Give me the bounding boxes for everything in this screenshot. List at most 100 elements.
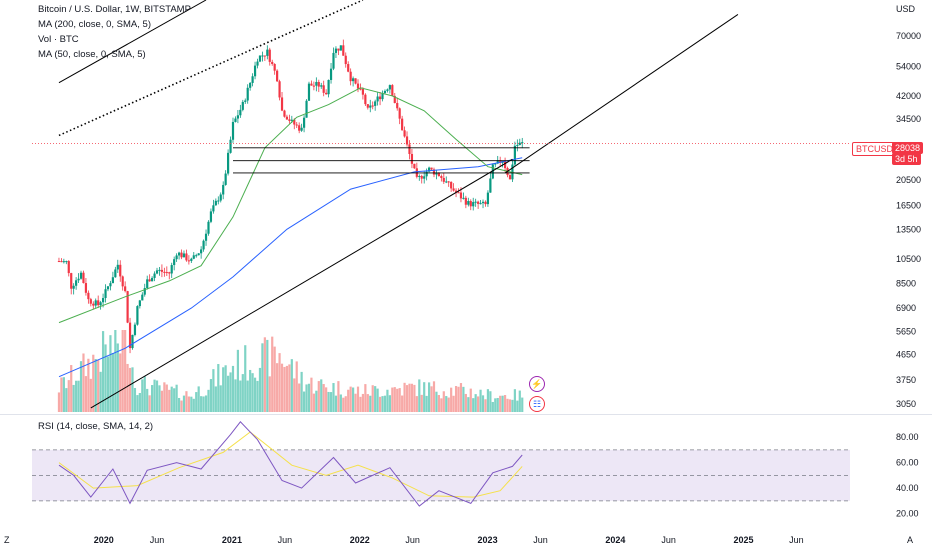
candle-body bbox=[214, 200, 217, 206]
candle-body bbox=[89, 299, 92, 304]
candle-body bbox=[285, 116, 289, 120]
volume-bar bbox=[472, 398, 475, 412]
volume-bar bbox=[231, 365, 235, 412]
volume-bar bbox=[499, 395, 502, 412]
candle-body bbox=[477, 201, 480, 204]
candle-body bbox=[344, 55, 347, 65]
volume-bar bbox=[342, 397, 345, 412]
candle-body bbox=[195, 255, 198, 257]
candle-body bbox=[496, 160, 499, 164]
volume-bar bbox=[236, 349, 240, 412]
volume-bar bbox=[290, 359, 293, 412]
lightning-event-icon[interactable]: ⚡ bbox=[529, 376, 545, 392]
trendline bbox=[58, 0, 207, 84]
volume-bar bbox=[92, 354, 95, 412]
volume-bar bbox=[87, 358, 90, 412]
volume-bar bbox=[516, 400, 519, 412]
candle-body bbox=[352, 78, 355, 82]
candle-body bbox=[170, 265, 173, 274]
volume-bar bbox=[249, 369, 252, 412]
volume-bar bbox=[258, 367, 262, 412]
price-tick-label: 16500 bbox=[896, 201, 921, 211]
volume-bar bbox=[133, 387, 137, 412]
candle-body bbox=[278, 81, 281, 98]
volume-bar bbox=[246, 380, 249, 412]
flag-event-icon[interactable]: ☷ bbox=[529, 396, 545, 412]
volume-bar bbox=[114, 330, 117, 412]
candle-body bbox=[222, 184, 225, 195]
auto-scale-button[interactable]: A bbox=[907, 535, 914, 545]
candle-body bbox=[256, 61, 259, 66]
time-tick-label: 2023 bbox=[478, 535, 498, 545]
candle-body bbox=[119, 264, 122, 277]
volume-bar bbox=[197, 386, 200, 412]
volume-bar bbox=[141, 379, 144, 412]
volume-bar bbox=[180, 400, 183, 412]
price-tick-label: 13500 bbox=[896, 224, 921, 234]
volume-bar bbox=[447, 397, 450, 412]
volume-bar bbox=[160, 390, 164, 412]
candle-body bbox=[329, 68, 333, 80]
candle-body bbox=[276, 70, 279, 82]
time-tick-label: 2021 bbox=[222, 535, 242, 545]
candle-body bbox=[459, 192, 463, 199]
volume-bar bbox=[94, 359, 97, 412]
volume-bar bbox=[454, 385, 458, 412]
candle-body bbox=[121, 276, 124, 287]
rsi-pane bbox=[32, 421, 850, 507]
candle-body bbox=[266, 49, 269, 56]
candle-body bbox=[131, 334, 134, 349]
candle-body bbox=[155, 270, 159, 274]
candle-body bbox=[342, 45, 345, 56]
candle-body bbox=[163, 271, 166, 273]
volume-bar bbox=[256, 380, 259, 412]
candle-body bbox=[386, 89, 389, 91]
volume-bar bbox=[393, 387, 396, 412]
volume-bar bbox=[405, 385, 409, 412]
volume-bar bbox=[352, 387, 355, 412]
volume-bar bbox=[217, 364, 220, 412]
candle-body bbox=[236, 115, 240, 119]
candle-body bbox=[295, 124, 298, 126]
trendline bbox=[90, 158, 513, 409]
price-tick-label: 10500 bbox=[896, 254, 921, 264]
candle-body bbox=[138, 300, 141, 307]
price-tick-label: 6900 bbox=[896, 303, 916, 313]
volume-bar bbox=[253, 377, 257, 412]
volume-bar bbox=[474, 394, 477, 412]
trendline bbox=[58, 0, 364, 137]
candle-body bbox=[273, 64, 276, 71]
candle-body bbox=[347, 64, 350, 72]
candle-body bbox=[79, 272, 83, 279]
volume-bar bbox=[486, 389, 490, 412]
candle-body bbox=[396, 102, 399, 109]
volume-bar bbox=[430, 386, 433, 412]
last-price-badge: 28038 bbox=[892, 142, 924, 154]
candle-body bbox=[101, 298, 105, 303]
rsi-legend: RSI (14, close, SMA, 14, 2) bbox=[38, 421, 154, 432]
volume-bar bbox=[477, 396, 480, 412]
time-tick-label: Jun bbox=[661, 535, 676, 545]
candle-body bbox=[320, 85, 323, 87]
candle-body bbox=[503, 160, 507, 169]
candle-body bbox=[57, 261, 61, 263]
volume-bar bbox=[445, 396, 448, 412]
candle-body bbox=[366, 104, 369, 108]
volume-bar bbox=[116, 343, 119, 412]
candle-body bbox=[349, 71, 352, 82]
candle-body bbox=[158, 269, 161, 271]
timezone-icon[interactable]: Z bbox=[4, 535, 10, 545]
volume-bar bbox=[104, 344, 107, 412]
volume-bar bbox=[119, 353, 122, 412]
time-tick-label: Jun bbox=[278, 535, 293, 545]
volume-bar bbox=[450, 387, 453, 412]
candle-body bbox=[508, 175, 512, 180]
candle-body bbox=[251, 76, 254, 83]
price-tick-label: 42000 bbox=[896, 91, 921, 101]
volume-bar bbox=[359, 396, 362, 412]
price-tick-label: 4650 bbox=[896, 349, 916, 359]
volume-bar bbox=[234, 379, 237, 412]
candle-body bbox=[359, 88, 362, 90]
volume-bar bbox=[469, 388, 472, 412]
